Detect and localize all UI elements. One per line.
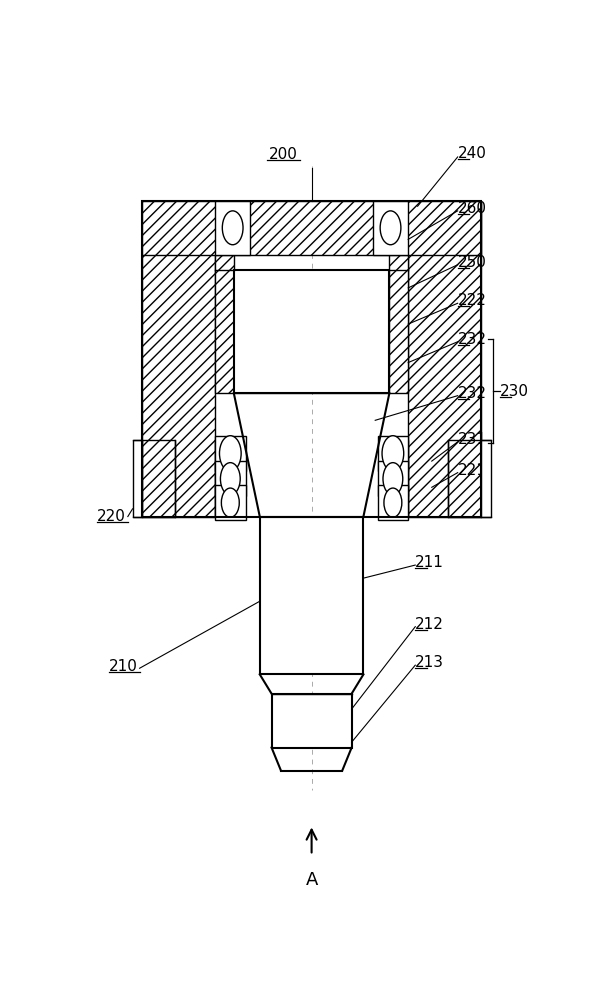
- Text: A: A: [305, 871, 318, 889]
- Text: 213: 213: [415, 655, 444, 670]
- Circle shape: [380, 211, 401, 245]
- Circle shape: [382, 436, 404, 471]
- Text: 221: 221: [458, 463, 486, 478]
- Text: 210: 210: [109, 659, 138, 674]
- Text: 232: 232: [458, 332, 486, 347]
- Bar: [378, 461, 408, 496]
- Bar: [234, 270, 389, 393]
- Bar: [133, 440, 142, 517]
- Bar: [389, 255, 408, 393]
- Bar: [448, 440, 482, 517]
- Circle shape: [383, 463, 402, 495]
- Bar: [378, 436, 408, 471]
- Bar: [389, 440, 408, 517]
- Bar: [378, 485, 408, 520]
- Circle shape: [384, 488, 402, 517]
- Text: 211: 211: [415, 555, 444, 570]
- Bar: [142, 201, 482, 255]
- Bar: [215, 461, 246, 496]
- Text: 260: 260: [458, 201, 486, 216]
- Text: 231: 231: [458, 432, 486, 447]
- Text: 200: 200: [269, 147, 298, 162]
- Bar: [260, 517, 364, 674]
- Bar: [272, 694, 351, 748]
- Text: 230: 230: [500, 384, 529, 399]
- Text: 212: 212: [415, 617, 444, 632]
- Circle shape: [221, 463, 240, 495]
- Bar: [215, 201, 250, 255]
- Text: 232: 232: [458, 386, 486, 401]
- Bar: [215, 485, 246, 520]
- Circle shape: [223, 211, 243, 245]
- Bar: [142, 440, 175, 517]
- Circle shape: [219, 436, 241, 471]
- Bar: [215, 255, 234, 393]
- Text: 222: 222: [458, 293, 486, 308]
- Circle shape: [221, 488, 240, 517]
- Bar: [408, 201, 482, 517]
- Bar: [142, 201, 482, 517]
- Bar: [142, 201, 215, 517]
- Bar: [373, 201, 408, 255]
- Text: 220: 220: [97, 509, 126, 524]
- Bar: [482, 440, 491, 517]
- Bar: [215, 436, 246, 471]
- Bar: [215, 440, 234, 517]
- Text: 250: 250: [458, 255, 486, 270]
- Text: 240: 240: [458, 146, 486, 161]
